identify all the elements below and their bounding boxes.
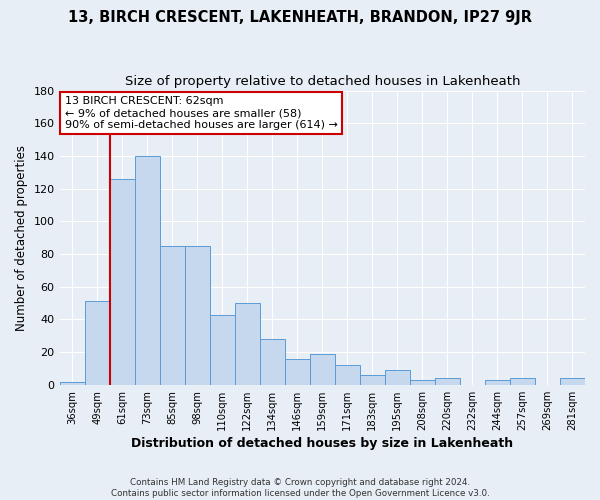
Bar <box>510 378 535 385</box>
Bar <box>485 380 510 385</box>
Bar <box>185 246 209 385</box>
Bar <box>285 358 310 385</box>
Text: Contains HM Land Registry data © Crown copyright and database right 2024.
Contai: Contains HM Land Registry data © Crown c… <box>110 478 490 498</box>
Bar <box>160 246 185 385</box>
Bar <box>560 378 585 385</box>
Bar <box>335 365 360 385</box>
X-axis label: Distribution of detached houses by size in Lakenheath: Distribution of detached houses by size … <box>131 437 514 450</box>
Bar <box>385 370 410 385</box>
Bar <box>260 339 285 385</box>
Bar <box>209 314 235 385</box>
Title: Size of property relative to detached houses in Lakenheath: Size of property relative to detached ho… <box>125 75 520 88</box>
Bar <box>410 380 435 385</box>
Bar <box>435 378 460 385</box>
Bar <box>360 375 385 385</box>
Bar <box>85 302 110 385</box>
Bar <box>134 156 160 385</box>
Text: 13 BIRCH CRESCENT: 62sqm
← 9% of detached houses are smaller (58)
90% of semi-de: 13 BIRCH CRESCENT: 62sqm ← 9% of detache… <box>65 96 338 130</box>
Bar <box>310 354 335 385</box>
Bar <box>235 303 260 385</box>
Text: 13, BIRCH CRESCENT, LAKENHEATH, BRANDON, IP27 9JR: 13, BIRCH CRESCENT, LAKENHEATH, BRANDON,… <box>68 10 532 25</box>
Bar <box>59 382 85 385</box>
Bar <box>110 179 134 385</box>
Y-axis label: Number of detached properties: Number of detached properties <box>15 144 28 330</box>
